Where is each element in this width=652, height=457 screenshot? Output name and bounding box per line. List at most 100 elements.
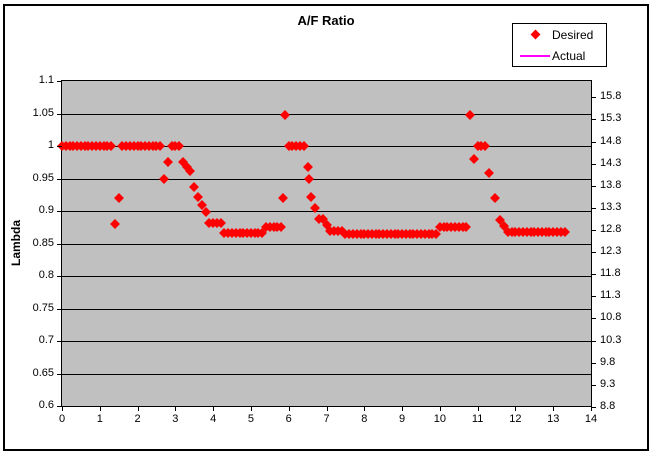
gridline xyxy=(62,373,591,375)
left-axis-tick-label: 1.05 xyxy=(32,106,54,119)
x-axis-tickmark xyxy=(288,406,290,411)
right-axis-tick-label: 15.8 xyxy=(600,90,622,103)
x-axis-tick-label: 2 xyxy=(134,413,141,425)
right-axis-tick-label: 12.8 xyxy=(600,223,622,235)
left-axis-tick-label: 0.8 xyxy=(38,269,54,281)
x-axis-tick-label: 14 xyxy=(584,413,598,425)
x-axis-tick-label: 13 xyxy=(547,413,560,425)
x-axis-tickmark xyxy=(402,406,404,411)
data-point-desired xyxy=(304,173,315,184)
x-axis-tick-label: 7 xyxy=(323,413,330,425)
right-axis-tick-label: 10.3 xyxy=(600,333,622,346)
x-axis-tickmark xyxy=(137,406,139,411)
left-axis-tickmark xyxy=(57,373,62,375)
right-axis-tickmark xyxy=(591,384,596,386)
legend-item-actual: Actual xyxy=(513,45,606,66)
right-axis-tickmark xyxy=(591,296,596,298)
left-axis-tickmark xyxy=(57,178,62,180)
gridline xyxy=(62,178,591,180)
right-axis-tick-label: 8.8 xyxy=(600,399,616,412)
x-axis-tickmark xyxy=(99,406,101,411)
plot-area xyxy=(57,80,592,407)
gridline xyxy=(62,243,591,245)
data-point-desired xyxy=(162,157,173,168)
x-axis-tickmark xyxy=(515,406,517,411)
legend-label-actual: Actual xyxy=(552,48,586,63)
data-point-desired xyxy=(489,193,500,203)
data-point-desired xyxy=(306,191,317,202)
gridline xyxy=(62,146,591,147)
desired-diamond-icon xyxy=(518,29,552,40)
data-point-desired xyxy=(113,193,124,203)
gridline xyxy=(62,276,591,277)
right-axis-tick-label: 10.8 xyxy=(600,311,622,324)
data-point-desired xyxy=(185,165,196,176)
right-axis-tick-label: 14.3 xyxy=(600,156,622,169)
x-axis-tick-label: 4 xyxy=(210,413,217,425)
gridline xyxy=(62,113,591,115)
x-axis-tickmark xyxy=(213,406,215,411)
right-axis-tickmark xyxy=(591,406,596,408)
x-axis-tick-label: 1 xyxy=(96,413,103,425)
right-axis-tickmark xyxy=(591,185,596,187)
left-axis-tick-label: 0.9 xyxy=(38,204,54,216)
data-point-desired xyxy=(465,110,476,121)
x-axis-tick-label: 12 xyxy=(509,413,522,425)
data-point-desired xyxy=(302,161,313,172)
x-axis-tickmark xyxy=(364,406,366,411)
right-axis-tick-label: 13.8 xyxy=(600,178,622,191)
data-point-desired xyxy=(189,181,200,192)
x-axis-tick-label: 9 xyxy=(399,413,406,425)
left-axis-tickmark xyxy=(57,113,62,115)
legend-item-desired: Desired xyxy=(513,24,606,45)
right-axis-tickmark xyxy=(591,97,596,99)
right-axis-tick-label: 13.3 xyxy=(600,200,622,213)
left-axis-tickmark xyxy=(57,211,62,212)
data-point-desired xyxy=(109,219,120,229)
x-axis-tick-label: 0 xyxy=(58,413,66,425)
x-axis-tickmark xyxy=(553,406,555,411)
gridline xyxy=(62,341,591,342)
x-axis-tickmark xyxy=(62,406,63,411)
x-axis-tick-label: 8 xyxy=(361,413,368,425)
data-point-desired xyxy=(484,168,494,179)
right-axis-tickmark xyxy=(591,119,596,121)
x-axis-tickmark xyxy=(175,406,177,411)
right-axis-tickmark xyxy=(591,318,596,320)
right-axis-tickmark xyxy=(591,230,596,231)
right-axis-tick-label: 11.8 xyxy=(600,267,621,280)
right-axis-tick-label: 9.8 xyxy=(600,355,616,368)
left-axis-tick-label: 0.95 xyxy=(32,171,54,184)
right-axis-tickmark xyxy=(591,362,596,364)
data-point-desired xyxy=(468,154,479,164)
x-axis-tick-label: 6 xyxy=(285,413,292,425)
right-axis-tickmark xyxy=(591,252,596,254)
x-axis-tick-label: 3 xyxy=(172,413,179,425)
left-axis-tickmark xyxy=(57,276,62,277)
left-axis-tickmark xyxy=(57,406,62,407)
right-axis-tickmark xyxy=(591,207,596,209)
x-axis-tickmark xyxy=(591,406,592,411)
left-axis-tick-label: 0.7 xyxy=(38,334,54,346)
left-axis-tickmark xyxy=(57,308,62,310)
data-point-desired xyxy=(278,193,288,203)
actual-line-icon xyxy=(518,54,552,57)
right-axis-tick-label: 12.3 xyxy=(600,245,622,258)
right-axis-tickmark xyxy=(591,163,596,165)
left-axis-tick-label: 0.6 xyxy=(38,399,54,411)
right-axis-tick-label: 11.3 xyxy=(600,289,621,302)
x-axis-tickmark xyxy=(477,406,479,411)
left-axis-tickmark xyxy=(57,146,62,147)
left-axis-tick-label: 0.85 xyxy=(32,236,54,249)
right-axis-tickmark xyxy=(591,141,596,143)
left-axis-tickmark xyxy=(57,81,62,82)
data-point-desired xyxy=(159,173,169,184)
x-axis-tick-label: 5 xyxy=(247,413,254,425)
left-axis-tick-label: 1 xyxy=(47,139,54,151)
left-axis-tick-label: 1.1 xyxy=(38,74,54,86)
gridline xyxy=(62,308,591,310)
x-axis-tickmark xyxy=(439,406,441,411)
right-axis-tickmark xyxy=(591,274,596,276)
left-axis-tick-label: 0.65 xyxy=(32,366,54,379)
right-axis-tick-label: 9.3 xyxy=(600,377,616,390)
